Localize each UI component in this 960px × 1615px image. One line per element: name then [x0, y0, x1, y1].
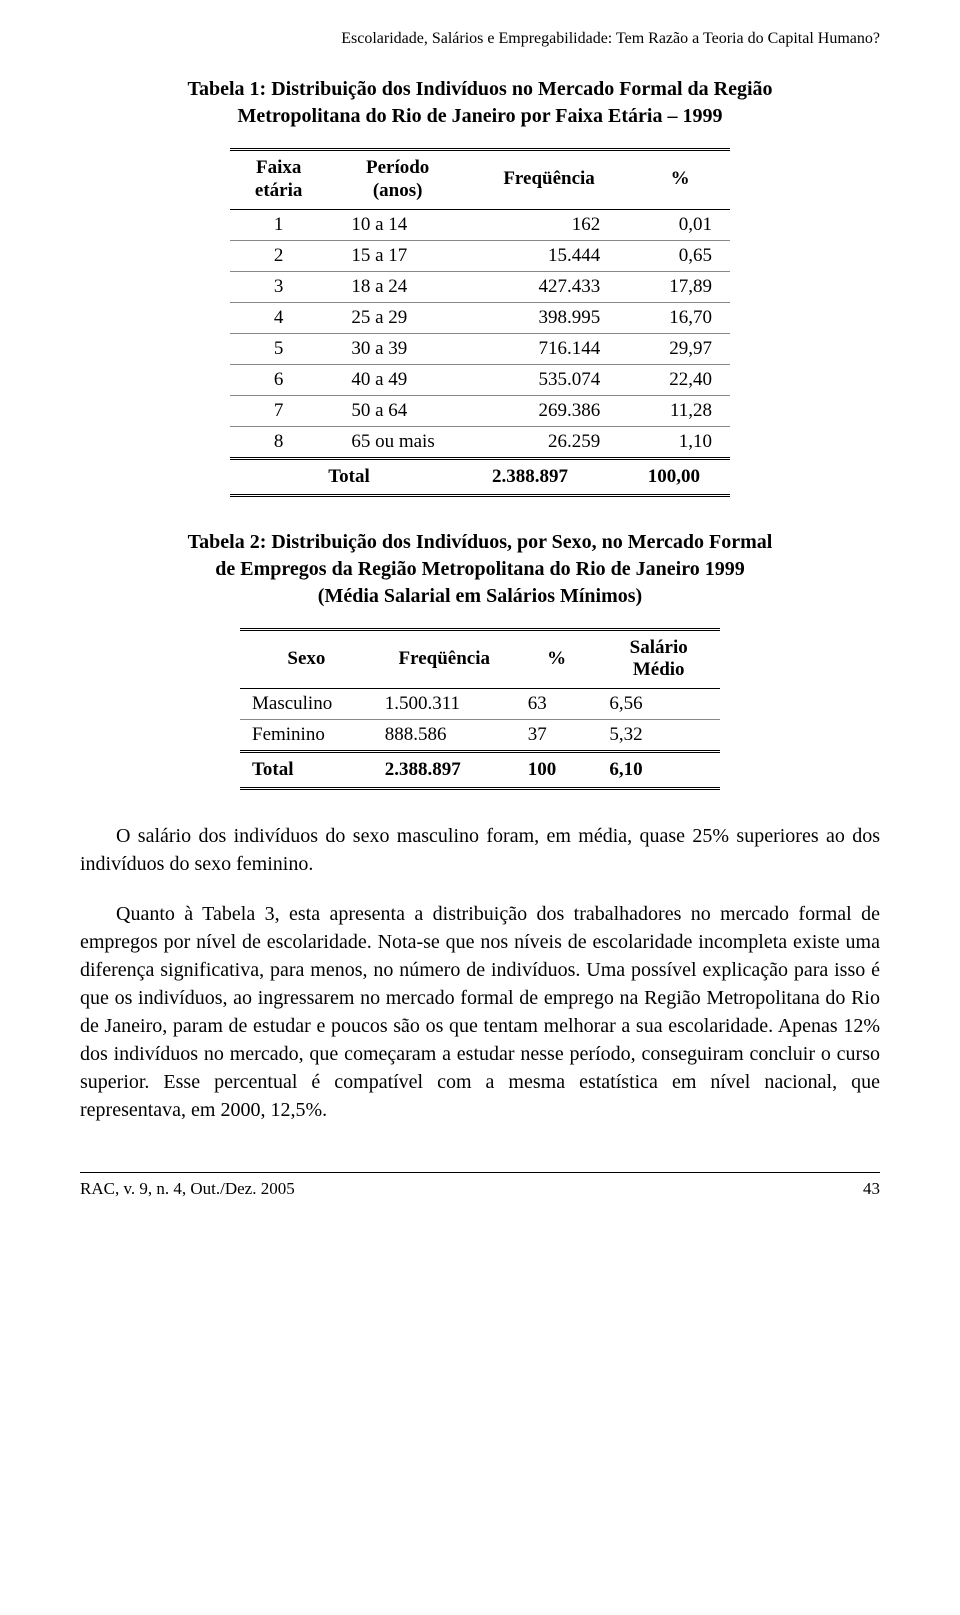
table-cell: 2 — [230, 240, 327, 271]
table-cell: 15 a 17 — [327, 240, 468, 271]
table1-col-freq: Freqüência — [468, 150, 630, 210]
table-cell: 398.995 — [468, 302, 630, 333]
table2-total-pct: 100 — [516, 752, 598, 789]
table1-col-pct: % — [630, 150, 730, 210]
table2-title-line2: de Empregos da Região Metropolitana do R… — [215, 558, 744, 580]
table1-total-label: Total — [230, 458, 468, 495]
table-cell: 269.386 — [468, 395, 630, 426]
table-cell: 15.444 — [468, 240, 630, 271]
table1-total-pct: 100,00 — [630, 458, 730, 495]
table-row: 865 ou mais26.2591,10 — [230, 426, 730, 458]
table-cell: 22,40 — [630, 364, 730, 395]
table-cell: 5 — [230, 333, 327, 364]
table-cell: 29,97 — [630, 333, 730, 364]
table-row: 530 a 39716.14429,97 — [230, 333, 730, 364]
table-cell: Masculino — [240, 689, 373, 720]
table-row: 750 a 64269.38611,28 — [230, 395, 730, 426]
table-cell: 1,10 — [630, 426, 730, 458]
col-sal-l2: Médio — [607, 659, 710, 682]
table-cell: 1.500.311 — [373, 689, 516, 720]
table-cell: 1 — [230, 209, 327, 240]
table-cell: 7 — [230, 395, 327, 426]
table2-total-sal: 6,10 — [597, 752, 720, 789]
paragraph-2: Quanto à Tabela 3, esta apresenta a dist… — [80, 900, 880, 1124]
table1-total-row: Total2.388.897100,00 — [230, 458, 730, 495]
table1-title-line1: Tabela 1: Distribuição dos Indivíduos no… — [187, 78, 772, 100]
table-cell: 30 a 39 — [327, 333, 468, 364]
table1-title: Tabela 1: Distribuição dos Indivíduos no… — [80, 76, 880, 130]
table2-title: Tabela 2: Distribuição dos Indivíduos, p… — [80, 529, 880, 610]
table-cell: 0,01 — [630, 209, 730, 240]
table-cell: 6,56 — [597, 689, 720, 720]
table-row: 215 a 1715.4440,65 — [230, 240, 730, 271]
table2-total-row: Total2.388.8971006,10 — [240, 752, 720, 789]
table-cell: 716.144 — [468, 333, 630, 364]
col-faixa-l2: etária — [240, 180, 317, 203]
table-cell: 8 — [230, 426, 327, 458]
table2-col-salario: Salário Médio — [597, 629, 720, 689]
table-cell: 18 a 24 — [327, 271, 468, 302]
table2-col-freq: Freqüência — [373, 629, 516, 689]
table-cell: 17,89 — [630, 271, 730, 302]
table2: Sexo Freqüência % Salário Médio Masculin… — [240, 628, 720, 791]
col-sal-l1: Salário — [607, 637, 710, 660]
table1-col-periodo: Período (anos) — [327, 150, 468, 210]
table2-title-line3: (Média Salarial em Salários Mínimos) — [318, 585, 642, 607]
table-row: Masculino1.500.311636,56 — [240, 689, 720, 720]
table-cell: 37 — [516, 720, 598, 752]
table-cell: 40 a 49 — [327, 364, 468, 395]
table-cell: 16,70 — [630, 302, 730, 333]
table-row: 425 a 29398.99516,70 — [230, 302, 730, 333]
table-cell: 65 ou mais — [327, 426, 468, 458]
table-cell: 0,65 — [630, 240, 730, 271]
table-row: 640 a 49535.07422,40 — [230, 364, 730, 395]
running-header: Escolaridade, Salários e Empregabilidade… — [80, 30, 880, 48]
table-cell: 50 a 64 — [327, 395, 468, 426]
table-cell: 25 a 29 — [327, 302, 468, 333]
table-cell: 11,28 — [630, 395, 730, 426]
table-cell: 4 — [230, 302, 327, 333]
table2-total-label: Total — [240, 752, 373, 789]
table-cell: 427.433 — [468, 271, 630, 302]
footer-page-number: 43 — [863, 1179, 880, 1199]
footer-citation: RAC, v. 9, n. 4, Out./Dez. 2005 — [80, 1179, 295, 1199]
table-cell: 535.074 — [468, 364, 630, 395]
col-periodo-l2: (anos) — [337, 180, 458, 203]
table-cell: 162 — [468, 209, 630, 240]
table-cell: 5,32 — [597, 720, 720, 752]
table2-col-pct: % — [516, 629, 598, 689]
table-row: 110 a 141620,01 — [230, 209, 730, 240]
table-cell: 63 — [516, 689, 598, 720]
table1-col-faixa: Faixa etária — [230, 150, 327, 210]
table2-total-freq: 2.388.897 — [373, 752, 516, 789]
table1-total-freq: 2.388.897 — [468, 458, 630, 495]
table-row: Feminino888.586375,32 — [240, 720, 720, 752]
table-cell: Feminino — [240, 720, 373, 752]
col-periodo-l1: Período — [337, 157, 458, 180]
page-footer: RAC, v. 9, n. 4, Out./Dez. 2005 43 — [80, 1172, 880, 1199]
paragraph-1: O salário dos indivíduos do sexo masculi… — [80, 822, 880, 878]
table-row: 318 a 24427.43317,89 — [230, 271, 730, 302]
table-cell: 6 — [230, 364, 327, 395]
table2-col-sexo: Sexo — [240, 629, 373, 689]
table2-title-line1: Tabela 2: Distribuição dos Indivíduos, p… — [188, 531, 773, 553]
col-faixa-l1: Faixa — [240, 157, 317, 180]
table-cell: 26.259 — [468, 426, 630, 458]
table-cell: 10 a 14 — [327, 209, 468, 240]
table-cell: 888.586 — [373, 720, 516, 752]
table1-title-line2: Metropolitana do Rio de Janeiro por Faix… — [238, 105, 723, 127]
table1: Faixa etária Período (anos) Freqüência %… — [230, 148, 730, 497]
table-cell: 3 — [230, 271, 327, 302]
